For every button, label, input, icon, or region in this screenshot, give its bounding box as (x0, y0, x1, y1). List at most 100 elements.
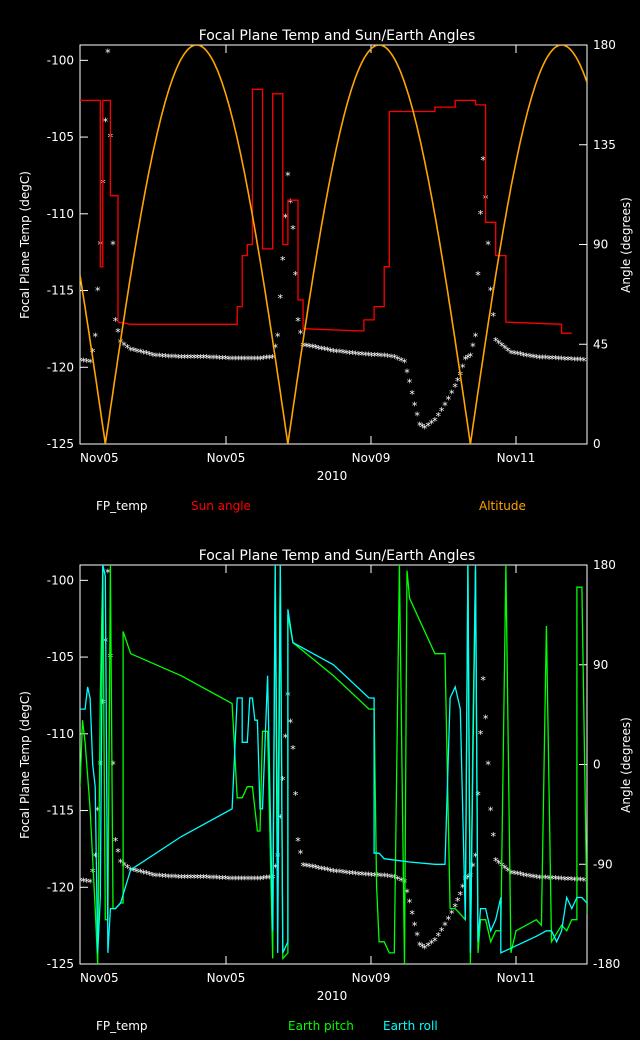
fp-temp-point: * (505, 865, 511, 878)
fp-temp-point: * (575, 875, 581, 888)
fp-temp-point: * (543, 873, 549, 886)
fp-temp-point: * (272, 341, 278, 354)
fp-temp-point: * (198, 352, 204, 365)
x-tick-label: Nov11 (497, 971, 536, 985)
fp-temp-point: * (572, 354, 578, 367)
fp-temp-point: * (110, 759, 116, 772)
fp-temp-point: * (303, 340, 309, 353)
fp-temp-point: * (385, 351, 391, 364)
fp-temp-point: * (366, 870, 372, 883)
right-tick-label: 135 (593, 138, 616, 152)
series-earth-roll (80, 565, 587, 954)
fp-temp-point: * (115, 846, 121, 859)
fp-temp-point: * (350, 868, 356, 881)
fp-temp-point: * (270, 352, 276, 365)
fp-temp-point: * (385, 871, 391, 884)
left-tick-label: -125 (47, 957, 74, 971)
fp-temp-point: * (496, 338, 502, 351)
fp-temp-point: * (463, 354, 469, 367)
fp-temp-point: * (565, 354, 571, 367)
fp-temp-point: * (290, 223, 296, 236)
fp-temp-point: * (267, 872, 273, 885)
fp-temp-point: * (404, 887, 410, 900)
fp-temp-point: * (446, 913, 452, 926)
fp-temp-point: * (280, 254, 286, 267)
fp-temp-point: * (515, 349, 521, 362)
chart-1-plot: -125 -120 -115 -110 -105 -100 0 45 90 135 180 Nov05… (47, 38, 616, 465)
fp-temp-point: * (465, 352, 471, 365)
fp-temp-point: * (110, 239, 116, 252)
fp-temp-point: * (524, 350, 530, 363)
fp-temp-point: * (468, 871, 474, 884)
series-fp-temp: ****************************************… (80, 47, 587, 436)
fp-temp-point: * (521, 870, 527, 883)
fp-temp-point: * (185, 872, 191, 885)
fp-temp-point: * (319, 343, 325, 356)
fp-temp-point: * (527, 871, 533, 884)
fp-temp-point: * (288, 196, 294, 209)
left-tick-label: -110 (47, 727, 74, 741)
left-tick-label: -120 (47, 880, 74, 894)
fp-temp-point: * (312, 862, 318, 875)
fp-temp-point: * (128, 344, 134, 357)
fp-temp-point: * (425, 420, 431, 433)
fp-temp-point: * (191, 872, 197, 885)
fp-temp-point: * (562, 874, 568, 887)
fp-temp-point: * (210, 872, 216, 885)
fp-temp-point: * (179, 872, 185, 885)
right-tick-label: 0 (593, 437, 601, 451)
right-tick-label: 0 (593, 758, 601, 772)
fp-temp-point: * (375, 350, 381, 363)
fp-temp-point: * (568, 354, 574, 367)
fp-temp-point: * (362, 349, 368, 362)
fp-temp-point: * (436, 410, 442, 423)
fp-temp-point: * (575, 355, 581, 368)
series-altitude (80, 45, 587, 444)
fp-temp-point: * (283, 732, 289, 745)
fp-temp-point: * (502, 863, 508, 876)
fp-temp-point: * (105, 47, 111, 60)
fp-temp-point: * (478, 728, 484, 741)
fp-temp-point: * (422, 423, 428, 436)
fp-temp-point: * (375, 870, 381, 883)
fp-temp-point: * (77, 875, 83, 888)
chart-2-plot: -125 -120 -115 -110 -105 -100 -180 -90 0 90 180 Nov… (47, 558, 620, 985)
right-tick-label: 180 (593, 38, 616, 52)
fp-temp-point: * (84, 876, 90, 889)
fp-temp-point: * (252, 354, 258, 367)
fp-temp-point: * (488, 805, 494, 818)
fp-temp-point: * (272, 861, 278, 874)
fp-temp-point: * (412, 400, 418, 413)
right-tick-label: 90 (593, 238, 608, 252)
fp-temp-point: * (356, 869, 362, 882)
fp-temp-point: * (392, 872, 398, 885)
fp-temp-point: * (261, 873, 267, 886)
x-tick-label: Nov05 (80, 971, 119, 985)
fp-temp-point: * (303, 860, 309, 873)
fp-temp-point: * (223, 873, 229, 886)
fp-temp-point: * (439, 405, 445, 418)
fp-temp-point: * (264, 873, 270, 886)
fp-temp-point: * (343, 347, 349, 360)
fp-temp-point: * (331, 346, 337, 359)
fp-temp-point: * (328, 345, 334, 358)
fp-temp-point: * (179, 352, 185, 365)
fp-temp-point: * (475, 789, 481, 802)
fp-temp-point: * (485, 239, 491, 252)
fp-temp-point: * (470, 861, 476, 874)
fp-temp-point: * (298, 328, 304, 341)
chart-2-xlabel: 2010 (317, 989, 348, 1003)
fp-temp-point: * (121, 339, 127, 352)
fp-temp-point: * (322, 864, 328, 877)
fp-temp-point: * (160, 871, 166, 884)
fp-temp-point: * (562, 354, 568, 367)
fp-temp-point: * (347, 348, 353, 361)
chart-1-series-group: ****************************************… (80, 45, 587, 444)
fp-temp-point: * (422, 943, 428, 956)
fp-temp-point: * (350, 348, 356, 361)
fp-temp-point: * (488, 285, 494, 298)
fp-temp-point: * (252, 874, 258, 887)
fp-temp-point: * (429, 938, 435, 951)
fp-temp-point: * (353, 869, 359, 882)
fp-temp-point: * (207, 352, 213, 365)
